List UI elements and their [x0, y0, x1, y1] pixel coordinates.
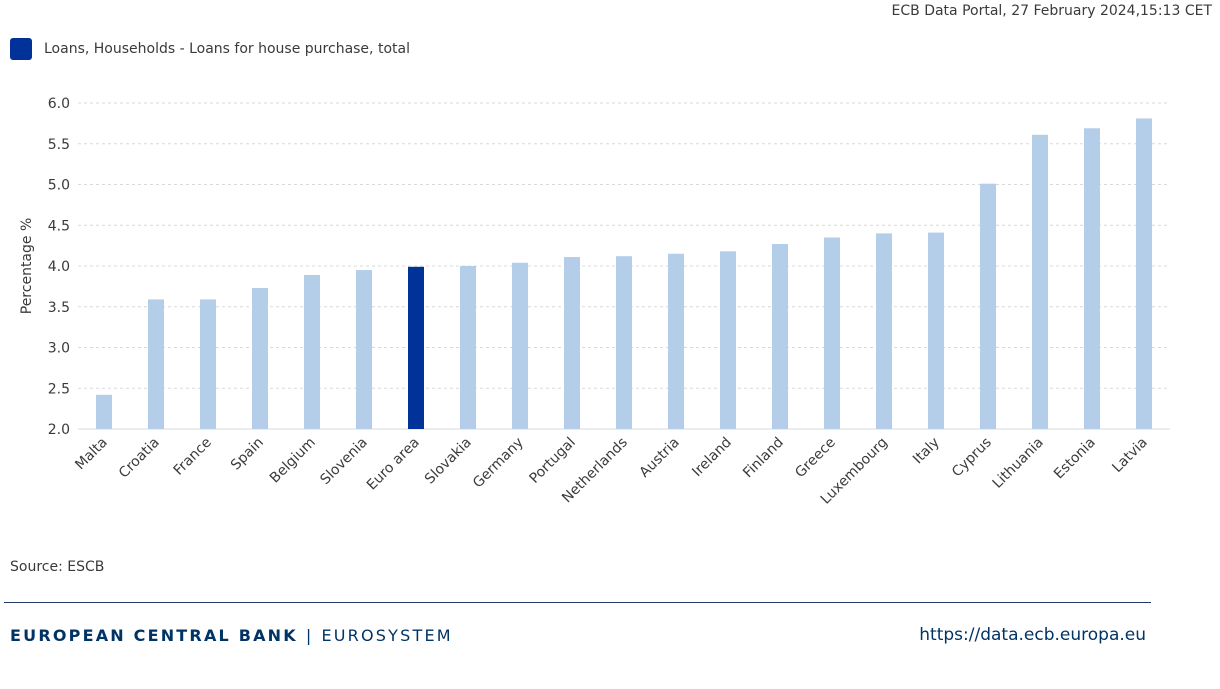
x-tick-label: Slovenia: [317, 435, 370, 488]
y-tick-label: 3.5: [48, 300, 70, 316]
bar: [980, 183, 996, 429]
x-tick-label: Greece: [792, 435, 839, 482]
y-axis-label: Percentage %: [19, 218, 35, 315]
brand-sub: EUROSYSTEM: [321, 626, 453, 645]
bar: [1084, 128, 1100, 429]
y-tick-label: 2.5: [48, 381, 70, 397]
bar: [772, 243, 788, 429]
y-tick-label: 4.0: [48, 259, 70, 275]
source-note: Source: ESCB: [10, 559, 105, 575]
y-tick-label: 2.0: [48, 422, 70, 438]
bar: [616, 256, 632, 429]
bar: [928, 232, 944, 429]
bar-chart: 2.0 2.5 3.0 3.5 4.0 4.5 5.0 5.5 6.0 Percentage % M…: [19, 96, 1170, 508]
bar: [96, 394, 112, 429]
portal-link[interactable]: https://data.ecb.europa.eu: [919, 625, 1146, 645]
brand-separator: |: [305, 626, 314, 645]
bar: [512, 262, 528, 429]
x-tick-label: Croatia: [116, 435, 163, 482]
x-tick-label: Slovakia: [422, 435, 475, 488]
x-tick-label: Spain: [228, 435, 267, 474]
y-tick-label: 4.5: [48, 218, 70, 234]
legend-swatch: [10, 38, 32, 60]
x-tick-label: Ireland: [689, 435, 735, 481]
bar: [1032, 134, 1048, 429]
x-tick-label: Latvia: [1109, 435, 1150, 476]
legend-label: Loans, Households - Loans for house purc…: [44, 41, 410, 57]
bar: [460, 266, 476, 429]
x-tick-label: Malta: [72, 435, 111, 474]
bar: [876, 233, 892, 429]
x-tick-label: Germany: [470, 435, 527, 492]
bar: [1136, 118, 1152, 430]
bar: [304, 274, 320, 429]
x-tick-label: Finland: [740, 435, 787, 482]
bar: [824, 237, 840, 429]
bar: [668, 253, 684, 429]
ecb-logo-text: EUROPEAN CENTRAL BANK | EUROSYSTEM: [10, 626, 453, 645]
bar: [408, 266, 424, 429]
bar: [356, 270, 372, 429]
y-tick-label: 6.0: [48, 96, 70, 112]
x-tick-label: Austria: [637, 435, 683, 481]
x-tick-label: Cyprus: [949, 435, 995, 481]
y-tick-label: 3.0: [48, 341, 70, 357]
bar: [564, 257, 580, 429]
brand-main: EUROPEAN CENTRAL BANK: [10, 626, 298, 645]
y-tick-label: 5.0: [48, 178, 70, 194]
x-tick-label: Estonia: [1051, 435, 1099, 483]
y-tick-label: 5.5: [48, 137, 70, 153]
x-tick-label: Portugal: [527, 435, 579, 487]
x-tick-label: Belgium: [267, 435, 319, 487]
chart-legend[interactable]: Loans, Households - Loans for house purc…: [10, 38, 410, 60]
x-tick-label: Italy: [910, 435, 943, 468]
bar: [200, 299, 216, 429]
footer-divider: [4, 602, 1151, 603]
x-tick-label: Lithuania: [990, 435, 1047, 492]
bar: [252, 288, 268, 429]
chart-timestamp: ECB Data Portal, 27 February 2024,15:13 …: [891, 3, 1212, 19]
x-tick-label: France: [171, 435, 215, 479]
bar: [720, 251, 736, 429]
x-tick-label: Euro area: [364, 435, 423, 494]
bar: [148, 299, 164, 429]
